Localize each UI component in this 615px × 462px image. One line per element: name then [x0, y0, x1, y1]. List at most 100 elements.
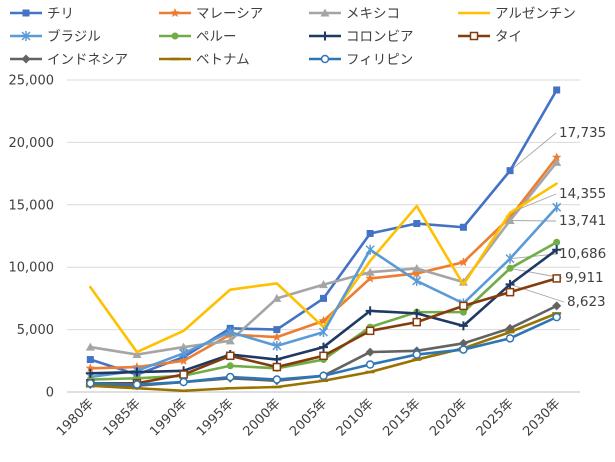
y-tick-label: 5,000 — [17, 323, 54, 338]
data-point — [412, 275, 422, 286]
x-tick-label: 2020年 — [427, 396, 470, 439]
data-point — [412, 350, 422, 359]
legend-item-e382b3e383ade383b3e38393e382a2: コロンビア — [309, 29, 414, 45]
data-point — [553, 238, 561, 246]
legend-swatch-marker — [170, 8, 180, 18]
data-point — [318, 315, 329, 325]
x-axis: 1980年 1985年 1990年 1995年 2000年 2005年 2010年 2015年… — [54, 396, 564, 439]
data-point — [320, 294, 327, 302]
y-axis: 0 5,000 10,000 15,000 20,000 25,000 — [9, 74, 55, 401]
plot-area — [85, 86, 562, 393]
legend-swatch-marker — [469, 31, 479, 41]
legend-swatch-marker — [171, 32, 179, 40]
data-point — [505, 216, 515, 225]
data-point — [458, 321, 468, 331]
data-point — [319, 351, 328, 361]
data-point — [553, 86, 561, 94]
data-point — [459, 345, 468, 354]
data-point — [86, 379, 95, 388]
data-point — [272, 293, 282, 302]
data-point — [459, 301, 468, 311]
legend-swatch-marker — [21, 54, 31, 64]
data-point — [225, 327, 235, 338]
legend-item-e3839ae383abe383bc: ペルー — [159, 29, 237, 45]
data-point — [225, 351, 235, 361]
data-point — [226, 362, 234, 370]
data-point — [319, 342, 328, 352]
data-point — [179, 348, 189, 359]
legend-swatch-marker — [22, 9, 30, 17]
data-point — [459, 223, 467, 231]
data-label: 9,911 — [565, 270, 604, 286]
legend-item-e38381e383aa: チリ — [10, 6, 74, 22]
data-point — [505, 334, 515, 343]
data-label: 17,735 — [559, 125, 606, 141]
data-point — [458, 277, 468, 286]
annotations: 17,735 14,355 13,741 10,686 9,911 8,623 — [559, 125, 606, 310]
data-point — [552, 274, 561, 283]
x-tick-label: 2025年 — [474, 396, 517, 439]
x-tick-label: 1985年 — [101, 396, 144, 439]
legend-item-e3839ee383ace383bce382b7e382a2: マレーシア — [159, 6, 263, 22]
legend-label: チリ — [47, 6, 74, 22]
data-point — [505, 253, 515, 264]
data-point — [272, 332, 282, 342]
data-label: 8,623 — [567, 294, 606, 310]
data-point — [225, 336, 235, 345]
data-label: 10,686 — [559, 246, 606, 262]
data-point — [506, 264, 514, 272]
y-tick-label: 10,000 — [9, 261, 55, 276]
data-point — [506, 167, 514, 175]
data-point — [132, 367, 142, 377]
legend-swatch-marker — [21, 31, 31, 41]
data-point — [272, 355, 282, 365]
x-tick-label: 2015年 — [380, 396, 423, 439]
data-point — [365, 306, 375, 316]
data-point — [365, 244, 375, 255]
data-point — [459, 308, 467, 316]
legend-label: フィリピン — [346, 52, 413, 68]
x-tick-label: 2030年 — [520, 396, 563, 439]
data-point — [272, 375, 282, 384]
data-point — [365, 267, 375, 276]
x-tick-label: 2000年 — [240, 396, 283, 439]
x-tick-label: 2005年 — [287, 396, 330, 439]
data-point — [365, 326, 375, 336]
data-point — [412, 268, 422, 278]
data-point — [132, 380, 142, 389]
data-point — [552, 312, 561, 322]
legend-item-e38395e382a3e383aae38394e383b3: フィリピン — [309, 52, 413, 68]
data-label: 14,355 — [559, 186, 606, 202]
data-point — [366, 230, 374, 238]
legend-label: ブラジル — [47, 28, 101, 45]
legend-item-e38399e38388e3838ae383a0: ベトナム — [159, 52, 250, 68]
y-tick-label: 20,000 — [9, 136, 55, 151]
data-point — [179, 342, 189, 351]
data-label: 13,741 — [559, 213, 606, 229]
legend-label: インドネシア — [47, 52, 128, 68]
data-point — [458, 338, 468, 348]
data-point — [412, 317, 422, 327]
data-point — [552, 245, 562, 255]
legend-item-e383a1e382ade382b7e382b3: メキシコ — [309, 6, 400, 22]
data-point — [413, 220, 421, 228]
data-point — [412, 308, 422, 318]
data-point — [273, 326, 281, 334]
data-point — [552, 202, 562, 213]
data-point — [458, 257, 469, 267]
legend-swatch-marker — [320, 8, 330, 17]
data-point — [85, 368, 95, 378]
legend-item-e38396e383a9e382b8e383ab: ブラジル — [10, 28, 101, 45]
data-point — [85, 363, 96, 373]
series-e382a2e383abe382bce383b3e38381e383b3 — [89, 182, 558, 354]
y-tick-label: 0 — [46, 386, 54, 401]
legend-label: マレーシア — [196, 6, 263, 22]
series-line — [89, 182, 558, 354]
data-point — [179, 370, 188, 379]
data-point — [179, 377, 188, 387]
y-tick-label: 25,000 — [9, 74, 55, 89]
series-e3839ae383abe383bc — [86, 238, 561, 384]
